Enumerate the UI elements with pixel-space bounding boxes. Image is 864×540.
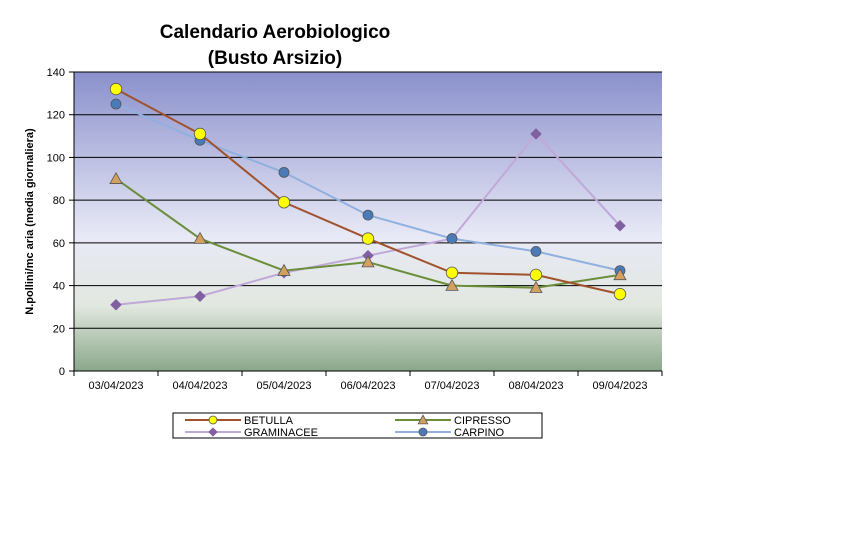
y-tick-label-7: 140: [47, 67, 65, 79]
legend-marker-betulla: [208, 415, 218, 425]
legend-label-carpino: CARPINO: [454, 427, 505, 439]
x-tick-label-0: 03/04/2023: [88, 380, 143, 392]
y-tick-label-4: 80: [53, 195, 65, 207]
point-graminacee-0: [110, 298, 122, 311]
point-carpino-3: [362, 209, 374, 221]
x-tick-label-2: 05/04/2023: [256, 380, 311, 392]
point-graminacee-6: [614, 219, 626, 232]
point-carpino-5: [530, 245, 542, 257]
point-cipresso-4: [445, 278, 459, 291]
legend-label-graminacee: GRAMINACEE: [244, 427, 318, 439]
y-tick-label-6: 120: [47, 110, 65, 122]
chart-title-line-2: (Busto Arsizio): [207, 48, 343, 69]
plot-area: [74, 72, 662, 371]
y-tick-label-0: 0: [59, 366, 65, 378]
x-tick-label-3: 06/04/2023: [340, 380, 395, 392]
point-betulla-1: [193, 127, 207, 141]
point-graminacee-1: [194, 290, 206, 303]
legend-label-betulla: BETULLA: [244, 415, 294, 427]
point-betulla-3: [361, 232, 375, 245]
y-tick-label-1: 20: [53, 323, 65, 335]
point-cipresso-6: [613, 268, 627, 281]
point-betulla-5: [529, 268, 543, 282]
point-carpino-4: [446, 233, 458, 244]
point-betulla-4: [445, 266, 459, 279]
point-betulla-6: [613, 287, 627, 301]
point-cipresso-0: [109, 171, 123, 184]
legend: [172, 412, 543, 439]
legend-marker-graminacee: [208, 427, 218, 437]
x-tick-label-5: 08/04/2023: [508, 380, 563, 392]
y-tick-label-3: 60: [53, 238, 65, 250]
point-betulla-2: [277, 196, 291, 209]
point-cipresso-1: [193, 231, 207, 244]
x-tick-label-1: 04/04/2023: [172, 380, 227, 392]
point-cipresso-5: [529, 280, 543, 293]
point-carpino-0: [110, 98, 122, 110]
point-graminacee-5: [530, 128, 542, 140]
point-betulla-0: [109, 82, 123, 96]
x-tick-label-6: 09/04/2023: [592, 380, 647, 392]
y-tick-label-5: 100: [47, 152, 65, 164]
legend-marker-carpino: [418, 427, 428, 437]
point-carpino-2: [278, 166, 290, 178]
chart-title-line-1: Calendario Aerobiologico: [159, 22, 391, 43]
point-cipresso-3: [361, 255, 375, 268]
x-tick-label-4: 07/04/2023: [424, 380, 479, 392]
y-tick-label-2: 40: [53, 281, 65, 293]
legend-label-cipresso: CIPRESSO: [454, 415, 511, 427]
y-axis-label: N.pollini/mc aria (media giornaliera): [24, 128, 36, 315]
point-cipresso-2: [277, 263, 291, 276]
legend-marker-cipresso: [417, 414, 429, 425]
